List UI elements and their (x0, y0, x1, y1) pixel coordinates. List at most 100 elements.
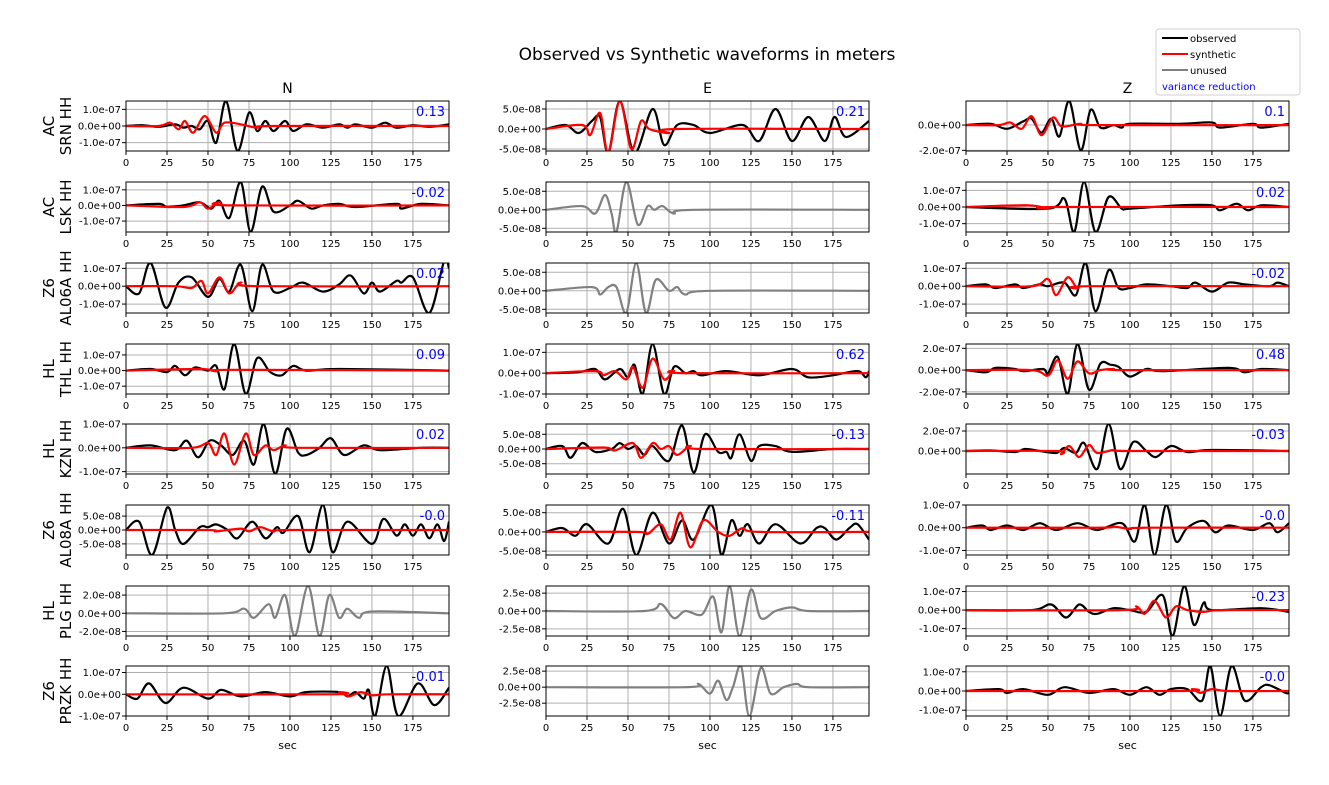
y-tick-label: -1.0e-07 (919, 300, 961, 311)
x-tick-label: 125 (321, 158, 340, 169)
panel-frame (545, 665, 870, 717)
y-tick-label: -5.0e-08 (499, 145, 541, 156)
station-name-label: AL06A HH (57, 250, 75, 325)
panel-frame (545, 585, 870, 637)
synthetic-trace (126, 201, 449, 210)
station-row-AL08A-HH: Z6 AL08A HH 0 25 50 75 100 125 150 175 5.0e-08 0.0e… (40, 492, 1290, 573)
x-tick-label: 50 (202, 481, 215, 492)
variance-reduction-value: -0.01 (411, 670, 445, 685)
y-tick-label: 5.0e-08 (503, 268, 541, 279)
y-tick-label: 2.0e-07 (923, 344, 961, 355)
panel-frame (545, 181, 870, 233)
panel-frame (125, 585, 450, 637)
x-tick-label: 75 (1083, 723, 1096, 734)
x-tick-label: 25 (581, 481, 594, 492)
panel-Z: 0 25 50 75 100 125 150 175 1.0e-07 0.0e+00 -1.0e-0… (918, 262, 1290, 331)
panel-frame (965, 343, 1290, 395)
observed-trace (546, 424, 869, 474)
x-tick-label: 125 (1161, 239, 1180, 250)
x-tick-label: 50 (202, 158, 215, 169)
x-tick-label: 150 (782, 320, 801, 331)
y-tick-label: -1.0e-07 (79, 712, 121, 723)
x-tick-label: 50 (202, 643, 215, 654)
x-tick-label: 100 (280, 239, 299, 250)
y-tick-label: 1.0e-07 (923, 667, 961, 678)
x-tick-label: 125 (741, 320, 760, 331)
x-tick-label: 25 (1001, 643, 1014, 654)
x-tick-label: 100 (700, 643, 719, 654)
x-tick-label: 125 (1161, 158, 1180, 169)
traces (966, 505, 1289, 555)
x-tick-label: 50 (622, 562, 635, 573)
y-tick-label: -5.0e-08 (499, 547, 541, 558)
x-tick-label: 75 (243, 723, 256, 734)
x-tick-label: 50 (622, 320, 635, 331)
x-tick-label: 100 (700, 320, 719, 331)
panel-frame (545, 423, 870, 475)
x-tick-label: 75 (663, 481, 676, 492)
x-tick-label: 175 (823, 239, 842, 250)
x-tick-label: 50 (1042, 401, 1055, 412)
x-tick-label: 75 (663, 320, 676, 331)
x-tick-label: 125 (1161, 562, 1180, 573)
traces (126, 101, 449, 151)
y-tick-label: 0.0e+00 (78, 282, 121, 293)
variance-reduction-value: -0.02 (411, 186, 445, 201)
x-tick-label: 0 (543, 239, 549, 250)
station-row-PRZK-HH: Z6 PRZK HH 0 25 50 75 100 125 150 175 1.0e-07 0.0e+… (40, 658, 1290, 752)
x-tick-label: 175 (1243, 239, 1262, 250)
panel-frame (545, 100, 870, 152)
traces (546, 263, 869, 313)
station-network-label: Z6 (40, 278, 58, 298)
y-tick-label: -5.0e-08 (499, 224, 541, 235)
x-axis-label: sec (1118, 739, 1137, 752)
x-tick-label: 175 (403, 401, 422, 412)
unused-trace (546, 666, 869, 716)
panel-frame (965, 665, 1290, 717)
chart-title: Observed vs Synthetic waveforms in meter… (519, 45, 896, 65)
x-tick-label: 125 (741, 723, 760, 734)
x-tick-label: 75 (663, 158, 676, 169)
x-tick-label: 175 (823, 401, 842, 412)
y-tick-label: 5.0e-08 (503, 105, 541, 116)
x-tick-label: 25 (161, 481, 174, 492)
y-tick-label: -2.0e-07 (919, 146, 961, 157)
x-tick-label: 175 (823, 562, 842, 573)
x-tick-label: 100 (280, 320, 299, 331)
x-tick-label: 150 (362, 562, 381, 573)
x-tick-label: 50 (622, 643, 635, 654)
x-tick-label: 50 (1042, 320, 1055, 331)
x-tick-label: 150 (782, 723, 801, 734)
traces (126, 182, 449, 232)
panel-frame (965, 423, 1290, 475)
x-tick-label: 25 (161, 562, 174, 573)
y-tick-label: 0.0e+00 (918, 121, 961, 132)
station-name-label: THL HH (57, 341, 75, 398)
x-tick-label: 100 (280, 481, 299, 492)
y-tick-label: 0.0e+00 (78, 526, 121, 537)
x-tick-label: 0 (543, 643, 549, 654)
x-tick-label: 25 (1001, 481, 1014, 492)
traces (966, 666, 1289, 716)
x-tick-label: 25 (161, 239, 174, 250)
y-tick-label: -1.0e-07 (79, 138, 121, 149)
y-tick-label: 1.0e-07 (923, 264, 961, 275)
x-tick-label: 175 (1243, 723, 1262, 734)
y-tick-label: -2.0e-07 (919, 387, 961, 398)
x-tick-label: 100 (1120, 643, 1139, 654)
y-tick-label: 1.0e-07 (83, 105, 121, 116)
panel-N: 0 25 50 75 100 125 150 175 1.0e-07 0.0e+00 -1.0e-0… (78, 343, 450, 412)
x-tick-label: 0 (123, 158, 129, 169)
station-row-KZN-HH: HL KZN HH 0 25 50 75 100 125 150 175 1.0e-07 0.0e+0… (40, 420, 1290, 492)
x-tick-label: 150 (362, 401, 381, 412)
x-tick-label: 0 (123, 320, 129, 331)
x-tick-label: 125 (1161, 643, 1180, 654)
panel-E: 0 25 50 75 100 125 150 175 5.0e-08 0.0e+00 -5.0e-0… (498, 423, 870, 492)
y-tick-label: 5.0e-08 (503, 430, 541, 441)
y-tick-label: 0.0e+00 (918, 687, 961, 698)
synthetic-trace (126, 432, 449, 466)
x-tick-label: 150 (782, 562, 801, 573)
x-tick-label: 0 (963, 320, 969, 331)
x-tick-label: 100 (280, 643, 299, 654)
x-tick-label: 150 (1202, 723, 1221, 734)
